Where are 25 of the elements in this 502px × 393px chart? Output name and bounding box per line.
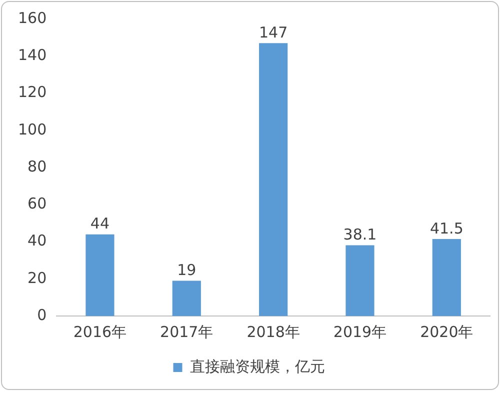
bar bbox=[432, 238, 461, 316]
legend-label: 直接融资规模，亿元 bbox=[190, 357, 325, 376]
x-tick-label: 2018年 bbox=[246, 322, 300, 341]
x-tick-label: 2017年 bbox=[160, 322, 214, 341]
y-tick-label: 60 bbox=[28, 194, 47, 213]
x-tick-label: 2016年 bbox=[73, 322, 127, 341]
bar bbox=[346, 245, 374, 316]
data-label: 41.5 bbox=[430, 219, 464, 238]
data-label: 44 bbox=[90, 214, 110, 233]
y-tick-label: 120 bbox=[18, 83, 47, 102]
x-tick-label: 2020年 bbox=[420, 322, 474, 341]
y-tick-label: 80 bbox=[28, 157, 47, 176]
data-label: 19 bbox=[177, 261, 196, 280]
x-tick-label: 2019年 bbox=[333, 322, 387, 341]
y-tick-label: 20 bbox=[28, 268, 47, 287]
y-tick-label: 100 bbox=[18, 120, 47, 138]
data-label: 147 bbox=[258, 24, 288, 42]
y-tick-label: 160 bbox=[18, 8, 47, 27]
data-label: 38.1 bbox=[343, 226, 377, 244]
bar bbox=[172, 280, 201, 316]
bar bbox=[259, 43, 288, 316]
y-tick-label: 0 bbox=[37, 306, 47, 324]
bar bbox=[86, 234, 114, 316]
y-tick-label: 140 bbox=[18, 46, 47, 64]
y-tick-label: 40 bbox=[28, 232, 47, 250]
